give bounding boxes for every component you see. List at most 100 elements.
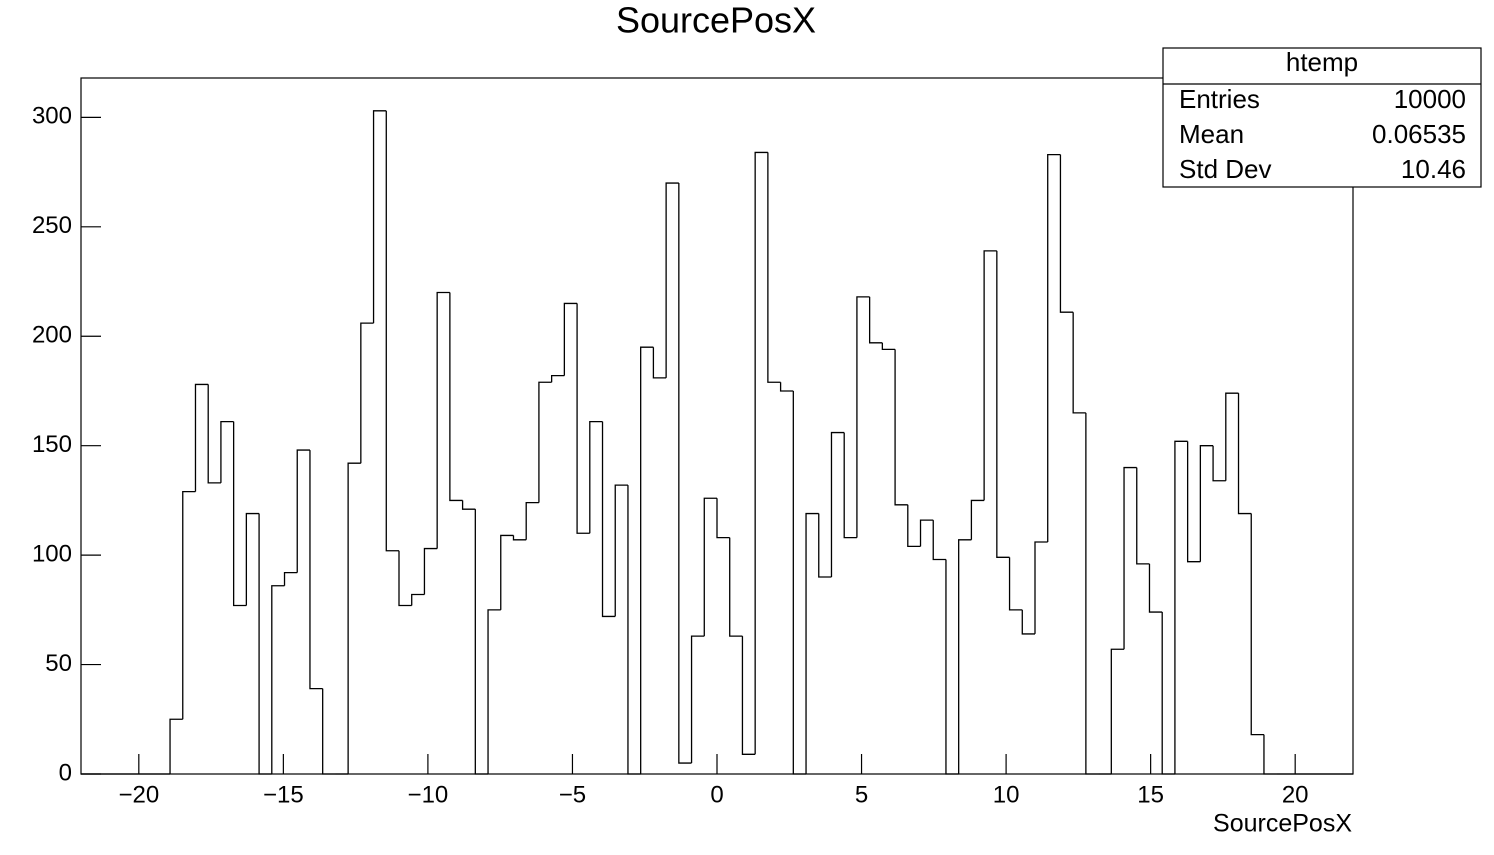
histogram-bin bbox=[385, 110, 399, 552]
histogram-bin bbox=[232, 421, 247, 607]
histogram-bin bbox=[868, 296, 883, 344]
histogram-bin bbox=[830, 431, 845, 578]
x-tick-label: 0 bbox=[710, 781, 723, 808]
histogram-bin bbox=[1085, 412, 1099, 775]
histogram-bin bbox=[690, 635, 705, 764]
histogram-bin bbox=[1237, 393, 1252, 515]
histogram-bin bbox=[843, 432, 857, 539]
histogram-bin bbox=[525, 501, 539, 540]
x-tick-label: −5 bbox=[559, 781, 586, 808]
y-tick-label: 0 bbox=[59, 759, 72, 786]
histogram-bin bbox=[220, 420, 234, 483]
histogram-bin bbox=[309, 450, 323, 690]
histogram-bin bbox=[1199, 445, 1214, 562]
histogram-bin bbox=[398, 550, 412, 607]
stats-label: Entries bbox=[1179, 84, 1260, 114]
histogram-bin bbox=[347, 462, 361, 774]
histogram-bin bbox=[1047, 153, 1061, 542]
y-tick-label: 50 bbox=[45, 650, 72, 677]
histogram-bin bbox=[894, 349, 908, 506]
histogram-bin bbox=[1072, 312, 1086, 414]
histogram-bin bbox=[436, 291, 450, 549]
x-tick-label: 5 bbox=[855, 781, 868, 808]
x-axis-label: SourcePosX bbox=[1213, 810, 1352, 838]
histogram-bin bbox=[169, 718, 183, 774]
histogram-bin bbox=[296, 449, 310, 573]
y-tick-label: 300 bbox=[32, 103, 72, 130]
histogram-bin bbox=[1148, 563, 1163, 613]
histogram-bin bbox=[945, 559, 959, 775]
histogram-bin bbox=[601, 421, 616, 618]
histogram-bin bbox=[372, 110, 387, 324]
histogram-bin bbox=[678, 183, 692, 764]
histogram-bin bbox=[881, 342, 896, 351]
histogram-bin bbox=[703, 497, 717, 637]
histogram-bin bbox=[576, 303, 590, 534]
histogram-bin bbox=[563, 302, 578, 376]
histogram-bin bbox=[512, 535, 527, 541]
histogram-bin bbox=[1212, 445, 1226, 482]
histogram-bin bbox=[779, 382, 794, 392]
histogram-bin bbox=[423, 547, 438, 595]
stats-title: htemp bbox=[1286, 47, 1358, 77]
y-tick-label: 200 bbox=[32, 322, 72, 349]
histogram-bin bbox=[550, 375, 565, 383]
histogram-bin bbox=[1161, 612, 1175, 775]
histogram-bin bbox=[258, 513, 272, 775]
stats-value: 10000 bbox=[1394, 84, 1466, 114]
histogram-bin bbox=[792, 390, 807, 775]
histogram-bin bbox=[919, 519, 934, 547]
histogram-bin bbox=[1123, 466, 1137, 650]
histogram-bin bbox=[907, 504, 921, 548]
histogram-bin bbox=[652, 347, 667, 379]
histogram-bin bbox=[589, 420, 603, 534]
histogram-bin bbox=[716, 498, 730, 539]
histogram-bin bbox=[207, 384, 221, 484]
histogram-bin bbox=[538, 381, 552, 503]
x-tick-label: −15 bbox=[263, 781, 304, 808]
histogram-bin bbox=[271, 585, 285, 774]
x-tick-label: 10 bbox=[993, 781, 1020, 808]
x-tick-label: 15 bbox=[1137, 781, 1164, 808]
histogram-bin bbox=[754, 151, 768, 755]
histogram-bin bbox=[245, 512, 260, 606]
y-tick-label: 150 bbox=[32, 431, 72, 458]
histogram-bin bbox=[487, 609, 501, 774]
histogram-bin bbox=[818, 513, 832, 578]
histogram-bin bbox=[983, 250, 997, 501]
histogram-bin bbox=[1021, 609, 1035, 635]
histogram-bin bbox=[856, 296, 870, 538]
stats-label: Std Dev bbox=[1179, 154, 1272, 184]
histogram-bin bbox=[741, 636, 756, 755]
histogram-bin bbox=[1008, 557, 1023, 611]
histogram-bin bbox=[500, 534, 514, 610]
x-tick-label: 20 bbox=[1282, 781, 1309, 808]
histogram-bin bbox=[1174, 440, 1188, 774]
histogram-bin bbox=[449, 292, 463, 502]
histogram-bin bbox=[640, 346, 654, 774]
histogram-bin bbox=[805, 512, 819, 774]
histogram-bin bbox=[283, 571, 298, 586]
histogram-bin bbox=[194, 383, 209, 492]
histogram-bin bbox=[461, 500, 476, 510]
histogram-bin bbox=[322, 688, 336, 775]
histogram-bin bbox=[360, 322, 374, 464]
histogram-bin bbox=[1263, 734, 1277, 775]
histogram-bin bbox=[182, 491, 196, 720]
histogram-bin bbox=[729, 537, 743, 637]
histogram-bin bbox=[996, 250, 1010, 558]
x-tick-label: −10 bbox=[408, 781, 449, 808]
stats-box bbox=[1162, 47, 1482, 188]
stats-value: 10.46 bbox=[1401, 154, 1466, 184]
y-tick-label: 250 bbox=[32, 212, 72, 239]
stats-label: Mean bbox=[1179, 119, 1244, 149]
histogram-bin bbox=[627, 485, 641, 775]
histogram-bin bbox=[474, 509, 489, 775]
histogram-bin bbox=[1250, 513, 1264, 736]
histogram-bin bbox=[411, 593, 425, 606]
histogram-bin bbox=[1110, 648, 1125, 774]
histogram-bin bbox=[932, 520, 946, 561]
histogram-bin bbox=[1136, 467, 1150, 565]
histogram-bin bbox=[665, 182, 679, 378]
